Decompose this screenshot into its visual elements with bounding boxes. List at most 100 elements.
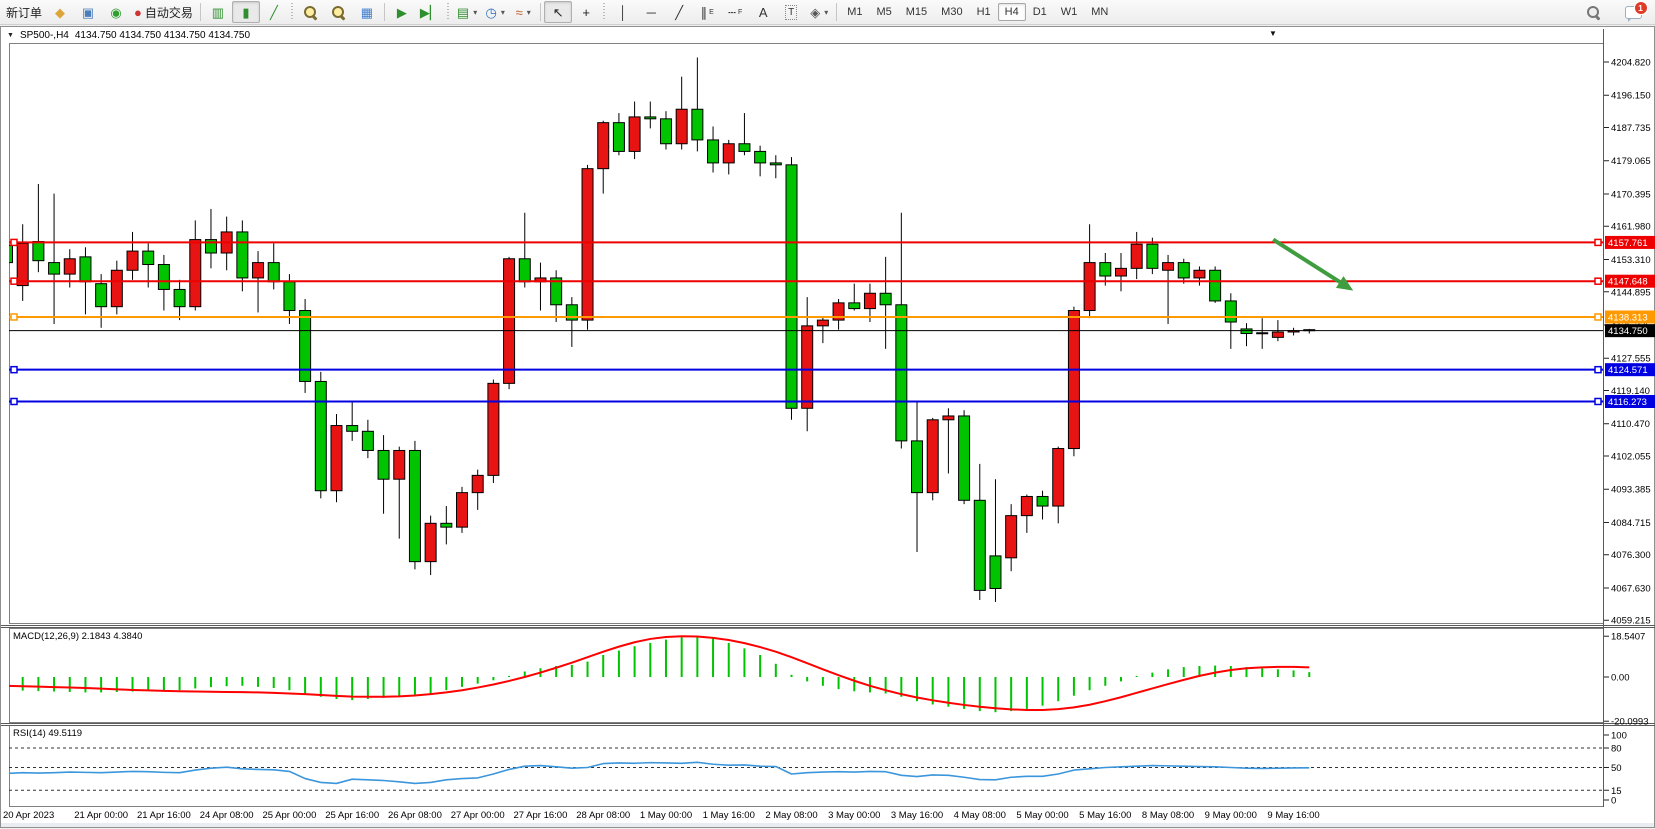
price-tick-label: 4196.150 <box>1611 91 1651 102</box>
chart-canvas[interactable]: 4204.820 4196.150 4187.735 4179.065 4170.395… <box>1 27 1655 829</box>
candle-body <box>393 449 406 480</box>
timeframe-h1-button[interactable]: H1 <box>976 6 991 18</box>
chart-quotes: 4134.750 4134.750 4134.750 4134.750 <box>74 30 251 41</box>
zoom-in-button[interactable] <box>297 1 325 23</box>
candle-body <box>989 555 1002 589</box>
fibonacci-icon: ┄ <box>728 4 736 20</box>
price-tick-label: 4093.385 <box>1611 485 1651 496</box>
candle-body <box>252 262 265 279</box>
time-tick-label: 5 May 00:00 <box>1016 810 1068 821</box>
terminal-button[interactable]: ▣ <box>74 1 102 23</box>
price-level-label <box>1605 310 1655 324</box>
horizontal-line-button[interactable]: ─ <box>637 1 665 23</box>
vertical-line-button[interactable]: │ <box>609 1 637 23</box>
new-chart-button[interactable]: ▤ ▾ <box>453 1 481 23</box>
hline-icon: ─ <box>646 4 656 20</box>
hline-anchor[interactable] <box>10 277 18 285</box>
candle-body <box>942 415 955 421</box>
price-level-label-text: 4157.761 <box>1608 238 1648 249</box>
text-button[interactable]: A <box>749 1 777 23</box>
price-tick-label: 4161.980 <box>1611 222 1651 233</box>
tile-windows-button[interactable]: ▦ <box>353 1 381 23</box>
cursor-button[interactable]: ↖ <box>544 1 573 23</box>
macd-panel-area[interactable] <box>9 628 1604 723</box>
price-tick-label: 4059.215 <box>1611 616 1651 627</box>
bar-chart-button[interactable]: ▥ <box>204 1 232 23</box>
hline-anchor[interactable] <box>10 397 18 406</box>
hline-anchor[interactable] <box>1594 277 1602 285</box>
hline-anchor[interactable] <box>1594 397 1602 406</box>
timeframe-h4-button[interactable]: H4 <box>997 3 1026 21</box>
autotrading-button[interactable]: ● 自动交易 <box>130 1 197 23</box>
notifications-button[interactable]: 1 <box>1619 1 1648 24</box>
timeframe-d1-button[interactable]: D1 <box>1032 6 1047 18</box>
hline-anchor[interactable] <box>10 238 18 247</box>
auto-scroll-button[interactable]: ▶ <box>388 1 416 23</box>
gold-bars-button[interactable]: ◆ <box>46 1 74 23</box>
trend-arrow-annotation[interactable] <box>1272 237 1341 284</box>
fibonacci-button[interactable]: ┄ F <box>721 1 749 23</box>
candle-body <box>1130 243 1143 269</box>
collapse-triangle-icon[interactable]: ▼ <box>7 32 14 39</box>
rsi-panel-area[interactable] <box>9 725 1604 807</box>
candle-body <box>691 108 704 141</box>
chat-bubble-icon: 1 <box>1624 1 1648 22</box>
candle-body <box>1020 495 1033 517</box>
candle-body <box>110 269 123 308</box>
candle-body <box>1193 269 1206 279</box>
text-label-button[interactable]: T <box>777 1 805 23</box>
candle-body <box>628 116 641 152</box>
hline-anchor[interactable] <box>1594 313 1602 321</box>
candle-body <box>1256 332 1269 335</box>
trend-arrow-head[interactable] <box>1335 276 1354 291</box>
price-level-label <box>1605 363 1655 377</box>
channel-button[interactable]: ∥ E <box>693 1 721 23</box>
timeframe-m30-button[interactable]: M30 <box>941 6 963 18</box>
candle-body <box>236 231 249 279</box>
candle-body <box>79 256 92 283</box>
candle-body <box>1099 262 1112 277</box>
chart-symbol-period: SP500-,H4 <box>19 30 69 41</box>
rsi-line <box>9 761 1310 785</box>
rsi-tick-label: 0 <box>1611 796 1616 807</box>
timeframe-w1-button[interactable]: W1 <box>1060 6 1078 18</box>
candle-body <box>1052 448 1065 507</box>
period-clock-button[interactable]: ◷ ▾ <box>481 1 509 23</box>
hline-anchor[interactable] <box>10 365 18 374</box>
candle-body <box>142 250 155 266</box>
channel-icon-sub: E <box>709 8 714 16</box>
timeframe-mn-button[interactable]: MN <box>1091 6 1109 18</box>
auto-scroll-icon: ▶ <box>396 4 407 20</box>
candle-body <box>738 143 751 152</box>
candle-body <box>1224 300 1237 323</box>
arrows-button[interactable]: ◈ ▾ <box>805 1 833 23</box>
candle-body <box>1209 269 1222 302</box>
hline-anchor[interactable] <box>10 313 18 321</box>
candle-body <box>487 382 500 476</box>
trendline-button[interactable]: ╱ <box>665 1 693 23</box>
zoom-out-button[interactable] <box>325 1 353 23</box>
crosshair-button[interactable]: + <box>572 1 600 23</box>
candle-body <box>16 242 29 287</box>
hline-anchor[interactable] <box>1594 238 1602 247</box>
candle-body <box>63 258 76 275</box>
time-tick-label: 2 May 08:00 <box>765 810 817 821</box>
price-tick-label: 4067.630 <box>1611 583 1651 594</box>
signal-button[interactable]: ◉ <box>102 1 130 23</box>
line-chart-button[interactable]: ╱ <box>260 1 288 23</box>
timeframe-m1-button[interactable]: M1 <box>847 6 863 18</box>
candle-body <box>471 474 484 494</box>
indicators-button[interactable]: ≈ ▾ <box>509 1 537 23</box>
chart-shift-button[interactable]: ▶▏ <box>416 1 444 23</box>
timeframe-m15-button[interactable]: M15 <box>905 6 928 18</box>
time-tick-label: 4 May 08:00 <box>954 810 1006 821</box>
candle-body <box>173 288 186 308</box>
price-tick-label: 4144.895 <box>1611 287 1651 298</box>
chart-window-title: ▼ SP500-,H4 4134.750 4134.750 4134.750 4… <box>7 30 250 41</box>
timeframe-m5-button[interactable]: M5 <box>876 6 892 18</box>
new-order-button[interactable]: 新订单 <box>2 1 46 23</box>
hline-anchor[interactable] <box>1594 365 1602 374</box>
autotrading-button-label: 自动交易 <box>144 5 193 20</box>
search-button[interactable] <box>1579 2 1607 24</box>
candlestick-chart-button[interactable]: ▮ <box>231 1 260 23</box>
